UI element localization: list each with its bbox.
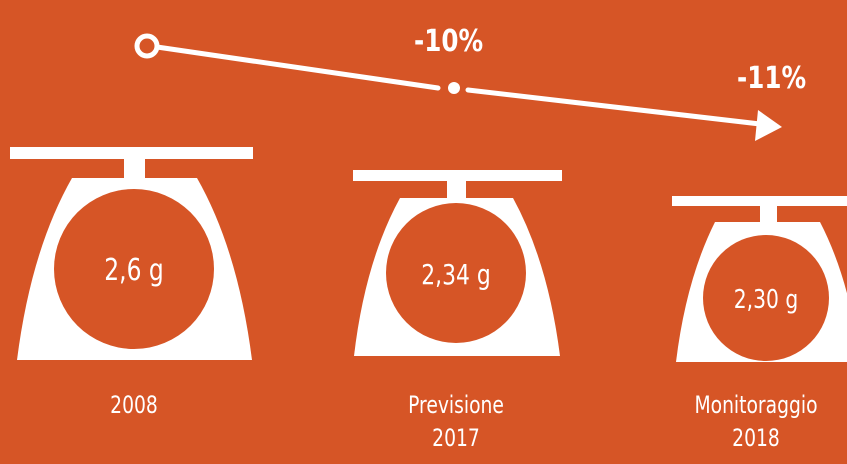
scale-plate: [10, 147, 253, 159]
trend-start-circle: [134, 33, 160, 59]
scale-dial: [386, 203, 526, 343]
trend-mid-dot: [448, 82, 460, 94]
trend-line-segment-2: [465, 87, 763, 127]
scale-2017: [353, 170, 562, 356]
scale-stem: [760, 205, 777, 223]
scale-value-2017: 2,34 g: [421, 258, 491, 291]
change-label-2: -11%: [737, 61, 807, 96]
trend-arrowhead-icon: [755, 110, 782, 141]
caption-2008: 2008: [72, 389, 197, 422]
trend-arrow: [134, 33, 782, 141]
scale-2008: [10, 147, 253, 360]
scale-plate: [672, 196, 847, 206]
scale-2018: [672, 196, 847, 362]
caption-line-1: Previsione: [408, 391, 504, 419]
scale-value-2008: 2,6 g: [104, 253, 164, 288]
scale-stem: [124, 157, 145, 179]
caption-line-1: Monitoraggio: [694, 391, 818, 419]
scale-plate: [353, 170, 562, 181]
caption-2017: Previsione 2017: [378, 389, 534, 455]
scale-stem: [447, 180, 466, 199]
caption-line-2: 2017: [432, 424, 480, 452]
scale-dial: [54, 189, 214, 349]
change-label-1: -10%: [414, 24, 484, 59]
scale-value-2018: 2,30 g: [733, 285, 799, 315]
trend-line-segment-1: [154, 44, 441, 91]
caption-line-2: 2018: [732, 424, 780, 452]
caption-2018: Monitoraggio 2018: [686, 389, 826, 455]
scale-dial: [703, 235, 829, 361]
caption-line-1: 2008: [110, 391, 158, 419]
